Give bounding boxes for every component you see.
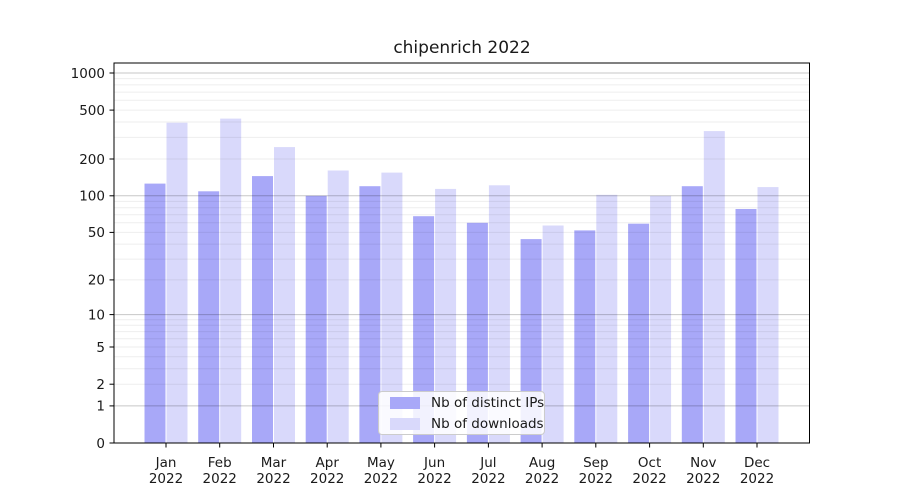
x-tick-label-month: Jun bbox=[423, 455, 445, 471]
bar-downloads-jul bbox=[488, 185, 510, 444]
bars-layer bbox=[144, 118, 779, 444]
legend: Nb of distinct IPs Nb of downloads bbox=[378, 391, 545, 435]
x-tick-label-year: 2022 bbox=[632, 471, 666, 487]
bar-downloads-sep bbox=[596, 194, 618, 443]
bar-distinct-ips-apr bbox=[305, 195, 327, 443]
x-tick-label-month: Apr bbox=[316, 455, 340, 471]
x-tick-label-year: 2022 bbox=[364, 471, 398, 487]
y-tick-label: 1000 bbox=[71, 66, 105, 82]
bar-distinct-ips-may bbox=[359, 186, 381, 443]
labels-layer: 01251020501002005001000Jan2022Feb2022Mar… bbox=[71, 66, 775, 487]
bar-downloads-may bbox=[381, 172, 403, 443]
legend-swatch-distinct-ips bbox=[390, 396, 420, 409]
y-tick-label: 500 bbox=[79, 103, 105, 119]
bar-distinct-ips-oct bbox=[628, 223, 650, 443]
bar-distinct-ips-dec bbox=[735, 209, 757, 443]
x-tick-label-year: 2022 bbox=[310, 471, 344, 487]
x-tick-label-year: 2022 bbox=[579, 471, 613, 487]
bar-downloads-nov bbox=[703, 131, 725, 443]
x-tick-label-month: Aug bbox=[529, 455, 555, 471]
bar-distinct-ips-jul bbox=[466, 222, 488, 443]
bar-distinct-ips-sep bbox=[574, 230, 596, 443]
x-tick-label-month: Sep bbox=[583, 455, 608, 471]
bar-downloads-jan bbox=[166, 122, 188, 443]
legend-item-distinct-ips: Nb of distinct IPs bbox=[385, 392, 544, 413]
grid-layer bbox=[114, 72, 810, 407]
x-tick-label-year: 2022 bbox=[471, 471, 505, 487]
x-tick-label-year: 2022 bbox=[740, 471, 774, 487]
bar-distinct-ips-jun bbox=[413, 216, 435, 443]
y-tick-label: 20 bbox=[88, 273, 105, 289]
y-tick-label: 10 bbox=[88, 307, 105, 323]
y-tick-label: 5 bbox=[96, 340, 105, 356]
x-tick-label-year: 2022 bbox=[149, 471, 183, 487]
x-tick-label-month: Dec bbox=[744, 455, 770, 471]
y-tick-label: 50 bbox=[88, 225, 105, 241]
axes-layer bbox=[109, 62, 810, 448]
x-tick-label-year: 2022 bbox=[417, 471, 451, 487]
x-tick-label-year: 2022 bbox=[256, 471, 290, 487]
bar-downloads-jun bbox=[435, 188, 457, 443]
x-tick-label-month: Oct bbox=[638, 455, 661, 471]
legend-swatch-downloads bbox=[390, 417, 420, 430]
x-tick-label-year: 2022 bbox=[686, 471, 720, 487]
bar-distinct-ips-nov bbox=[681, 186, 703, 443]
x-tick-label-month: Nov bbox=[690, 455, 716, 471]
bar-downloads-oct bbox=[650, 195, 672, 443]
y-tick-label: 2 bbox=[96, 377, 105, 393]
bar-downloads-mar bbox=[274, 147, 295, 443]
bar-downloads-feb bbox=[220, 118, 242, 443]
x-tick-label-month: Mar bbox=[261, 455, 287, 471]
bar-downloads-apr bbox=[327, 170, 349, 443]
chart-title: chipenrich 2022 bbox=[393, 38, 530, 58]
bar-distinct-ips-feb bbox=[198, 191, 220, 443]
y-tick-label: 1 bbox=[96, 399, 105, 415]
y-tick-label: 0 bbox=[96, 436, 105, 452]
x-tick-label-month: Jul bbox=[479, 455, 496, 471]
plot-border bbox=[113, 62, 810, 444]
bar-downloads-aug bbox=[542, 225, 564, 443]
x-tick-label-year: 2022 bbox=[525, 471, 559, 487]
legend-label-downloads: Nb of downloads bbox=[431, 415, 544, 432]
x-tick-label-year: 2022 bbox=[203, 471, 237, 487]
y-tick-label: 100 bbox=[79, 189, 105, 205]
bar-distinct-ips-mar bbox=[252, 176, 273, 443]
x-tick-label-month: May bbox=[367, 455, 395, 471]
x-tick-label-month: Feb bbox=[208, 455, 232, 471]
y-tick-label: 200 bbox=[79, 152, 105, 168]
bar-distinct-ips-jan bbox=[144, 183, 166, 443]
legend-item-downloads: Nb of downloads bbox=[385, 413, 544, 434]
x-tick-label-month: Jan bbox=[155, 455, 177, 471]
legend-label-distinct-ips: Nb of distinct IPs bbox=[431, 394, 545, 411]
bar-downloads-dec bbox=[757, 187, 779, 443]
